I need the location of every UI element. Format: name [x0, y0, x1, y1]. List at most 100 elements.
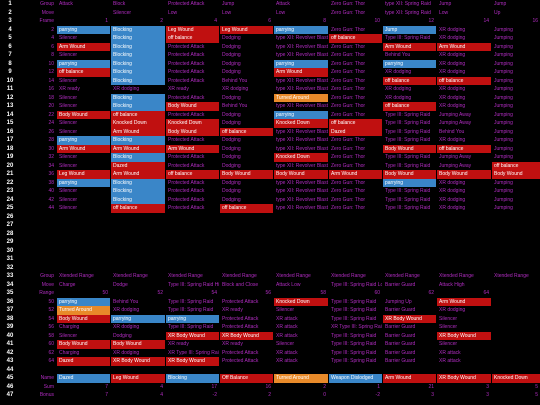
- row-number[interactable]: 23: [0, 187, 20, 196]
- grid-cell[interactable]: Protected Attack: [222, 349, 259, 356]
- grid-cell[interactable]: -2: [212, 392, 217, 398]
- grid-cell[interactable]: Type III: Spring Raid: [331, 349, 377, 356]
- grid-cell[interactable]: Blocking: [111, 51, 165, 60]
- row-label-cell[interactable]: 28: [48, 137, 54, 143]
- grid-cell[interactable]: XR attack: [276, 349, 298, 356]
- grid-cell[interactable]: Charge: [59, 281, 76, 288]
- grid-cell[interactable]: Jumping Away: [439, 111, 472, 118]
- grid-cell[interactable]: type XII: Revolver Blast: [276, 145, 328, 152]
- grid-cell[interactable]: Behind You: [222, 103, 248, 109]
- grid-cell[interactable]: XR dodging: [439, 86, 466, 92]
- grid-cell[interactable]: Dazed: [329, 127, 382, 136]
- grid-cell[interactable]: parrying: [166, 314, 219, 323]
- grid-cell[interactable]: Barrier Guard: [385, 281, 416, 288]
- grid-cell[interactable]: Protected Attack: [222, 358, 259, 364]
- grid-cell[interactable]: Type III: Spring Raid: [331, 341, 377, 347]
- grid-cell[interactable]: Jumping: [494, 103, 513, 109]
- grid-cell[interactable]: Blocking: [111, 153, 165, 162]
- grid-cell[interactable]: Silencer: [59, 103, 78, 109]
- grid-cell[interactable]: Silencer: [59, 332, 78, 339]
- grid-cell[interactable]: Attack: [59, 1, 73, 7]
- grid-cell[interactable]: Arm Wound: [166, 144, 219, 153]
- grid-cell[interactable]: Jumping: [494, 86, 513, 92]
- grid-cell[interactable]: XR attack: [276, 315, 298, 322]
- grid-cell[interactable]: Jump: [494, 1, 507, 7]
- grid-cell[interactable]: Zero Gun: Thor: [331, 1, 366, 7]
- grid-cell[interactable]: XR dodging: [113, 86, 140, 92]
- row-label-cell[interactable]: 44: [48, 205, 54, 211]
- row-number[interactable]: 15: [0, 119, 20, 128]
- grid-cell[interactable]: Silencer: [439, 341, 458, 347]
- grid-cell[interactable]: 5: [535, 383, 538, 390]
- grid-cell[interactable]: Arm Wound: [111, 144, 165, 153]
- grid-cell[interactable]: Type III: Spring Raid: [331, 307, 377, 313]
- row-number[interactable]: 36: [0, 297, 20, 306]
- grid-cell[interactable]: XR Body Wound: [437, 374, 491, 383]
- grid-cell[interactable]: Knocked Down: [274, 297, 328, 306]
- row-number[interactable]: 33: [0, 272, 20, 281]
- grid-cell[interactable]: Zero Gun: Thor: [331, 43, 366, 50]
- grid-cell[interactable]: parrying: [383, 59, 436, 68]
- grid-cell[interactable]: parrying: [57, 59, 110, 68]
- row-number[interactable]: 2: [0, 8, 20, 17]
- grid-cell[interactable]: Type III: Spring Raid: [331, 332, 377, 339]
- row-number[interactable]: 18: [0, 144, 20, 153]
- grid-cell[interactable]: type XII: Revolver Blast: [276, 137, 328, 143]
- row-number[interactable]: 11: [0, 85, 20, 94]
- grid-cell[interactable]: Type III: Spring Raid Low: [331, 281, 382, 288]
- grid-cell[interactable]: XR attack: [276, 332, 298, 339]
- grid-cell[interactable]: XR dodging: [113, 307, 140, 313]
- grid-cell[interactable]: off balance: [111, 204, 165, 213]
- grid-cell[interactable]: Type III: Spring Raid: [385, 205, 431, 211]
- row-label-cell[interactable]: 52: [48, 307, 54, 313]
- grid-cell[interactable]: Body Wound: [492, 170, 540, 179]
- row-number[interactable]: 40: [0, 331, 20, 340]
- grid-cell[interactable]: 58: [320, 290, 326, 296]
- grid-cell[interactable]: 1: [377, 383, 380, 390]
- row-label-cell[interactable]: [21, 238, 56, 247]
- grid-cell[interactable]: Block: [113, 1, 126, 7]
- row-number[interactable]: 24: [0, 195, 20, 204]
- grid-cell[interactable]: Body Wound: [274, 170, 328, 179]
- row-number[interactable]: 27: [0, 221, 20, 230]
- grid-cell[interactable]: XR dodging: [439, 26, 466, 33]
- grid-cell[interactable]: 52: [157, 290, 163, 296]
- grid-cell[interactable]: Type III: Spring Raid: [168, 298, 214, 305]
- grid-cell[interactable]: Silencer: [59, 196, 78, 203]
- grid-cell[interactable]: Dodging: [222, 179, 241, 186]
- grid-cell[interactable]: Jumping: [494, 77, 513, 84]
- row-number[interactable]: 13: [0, 102, 20, 111]
- grid-cell[interactable]: Jumping: [494, 94, 513, 101]
- row-label-cell[interactable]: 34: [48, 162, 54, 169]
- row-number[interactable]: 28: [0, 229, 20, 238]
- row-number[interactable]: 37: [0, 306, 20, 315]
- grid-cell[interactable]: Turned Around: [274, 93, 328, 102]
- grid-cell[interactable]: Zero Gun: Thor: [331, 77, 366, 84]
- row-label-cell[interactable]: Range: [39, 290, 54, 296]
- row-label-cell[interactable]: Group: [40, 273, 54, 279]
- grid-cell[interactable]: Protected Attack: [168, 1, 205, 7]
- grid-cell[interactable]: Silencer: [59, 128, 78, 135]
- grid-cell[interactable]: Dodging: [222, 162, 241, 169]
- row-number[interactable]: 29: [0, 238, 20, 247]
- grid-cell[interactable]: 16: [265, 383, 271, 390]
- grid-cell[interactable]: XR dodging: [385, 86, 412, 92]
- row-label-cell[interactable]: Name: [40, 375, 54, 381]
- grid-cell[interactable]: 17: [211, 383, 217, 390]
- grid-cell[interactable]: Jumping: [494, 145, 513, 152]
- grid-cell[interactable]: Jumping: [494, 154, 513, 160]
- row-label-cell[interactable]: 50: [48, 298, 54, 305]
- grid-cell[interactable]: Protected Attack: [222, 315, 259, 322]
- grid-cell[interactable]: Type III: Spring Raid: [385, 137, 431, 143]
- grid-cell[interactable]: Knocked Down: [166, 119, 219, 128]
- grid-cell[interactable]: Dazed: [57, 374, 110, 383]
- row-number[interactable]: 9: [0, 68, 20, 77]
- grid-cell[interactable]: Low: [222, 9, 232, 16]
- row-number[interactable]: 32: [0, 263, 20, 272]
- grid-cell[interactable]: Jumping Away: [439, 162, 472, 169]
- grid-cell[interactable]: Behind You: [439, 128, 465, 135]
- grid-cell[interactable]: Silencer: [59, 77, 78, 84]
- grid-cell[interactable]: Dodging: [113, 332, 132, 339]
- grid-cell[interactable]: Zero Gun: Thor: [331, 52, 366, 58]
- grid-cell[interactable]: XR Body Wound: [111, 357, 165, 366]
